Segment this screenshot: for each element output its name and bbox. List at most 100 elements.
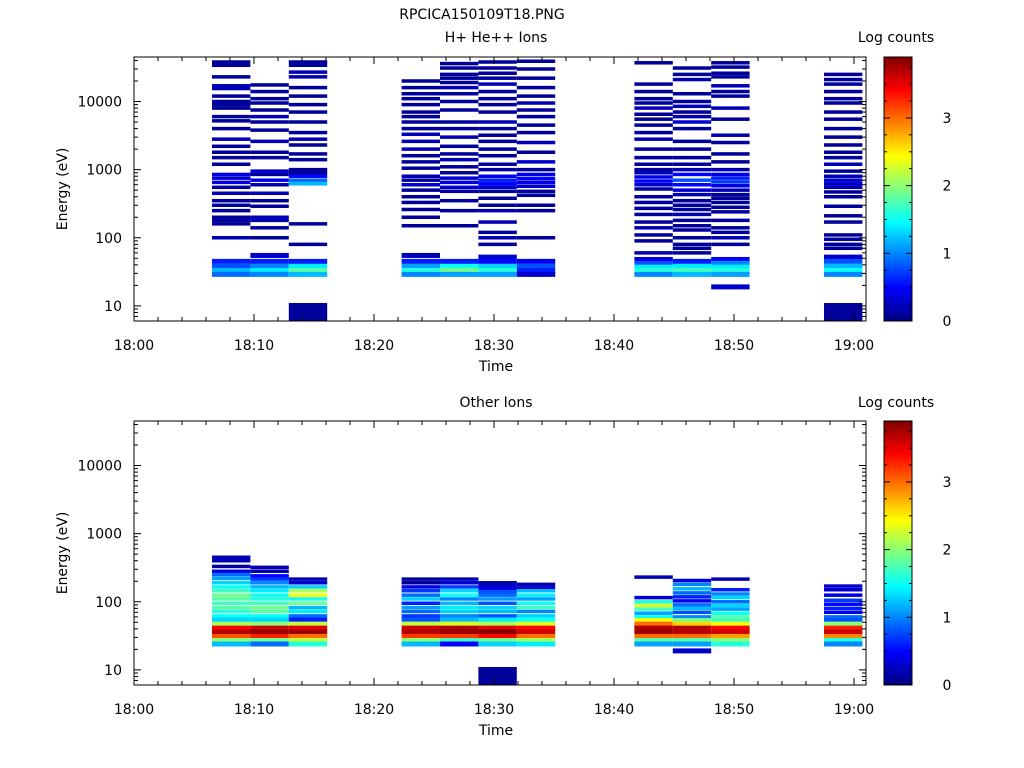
heatmap-cell — [250, 589, 289, 593]
heatmap-cell — [824, 629, 863, 635]
heatmap-cell — [401, 641, 440, 647]
x-tick-label: 18:10 — [234, 338, 274, 354]
heatmap-cell — [516, 633, 556, 639]
heatmap-cell — [250, 150, 289, 154]
heatmap-cell — [250, 114, 289, 119]
heatmap-cell — [478, 242, 517, 247]
heatmap-cell — [401, 178, 440, 182]
heatmap-cell — [250, 263, 289, 269]
heatmap-cell — [711, 65, 750, 69]
heatmap-cell — [250, 638, 289, 643]
heatmap-cell — [401, 629, 440, 635]
heatmap-cell — [478, 110, 517, 114]
heatmap-cell — [401, 215, 440, 219]
heatmap-cell — [250, 581, 289, 585]
colorbar-tick-label: 1 — [943, 246, 952, 262]
x-tick-label: 19:00 — [834, 702, 874, 718]
heatmap-cell — [401, 609, 440, 614]
heatmap-cell — [824, 135, 863, 139]
heatmap-cell — [478, 617, 517, 623]
heatmap-cell — [478, 614, 517, 618]
heatmap-cell — [824, 233, 863, 237]
heatmap-cell — [212, 176, 251, 180]
plot-border — [133, 420, 867, 686]
heatmap-cell — [672, 242, 712, 247]
heatmap-cell — [634, 271, 673, 277]
heatmap-cell — [824, 606, 863, 611]
heatmap-cell — [672, 147, 712, 151]
heatmap-cell — [212, 609, 251, 614]
heatmap-cell — [212, 263, 251, 269]
heatmap-cell — [440, 629, 479, 635]
heatmap-cell — [212, 222, 251, 226]
heatmap-cell — [711, 611, 750, 615]
heatmap-cell — [634, 239, 673, 243]
heatmap-cell — [516, 601, 556, 606]
heatmap-cell — [824, 117, 863, 121]
heatmap-cell — [401, 597, 440, 601]
heatmap-cell — [711, 603, 750, 608]
heatmap-cell — [440, 641, 479, 647]
heatmap-cell — [711, 94, 750, 98]
heatmap-cell — [401, 585, 440, 589]
heatmap-cell — [634, 117, 673, 121]
heatmap-cell — [288, 621, 328, 627]
heatmap-cell — [212, 144, 251, 149]
heatmap-cell — [824, 263, 863, 269]
heatmap-cell — [401, 102, 440, 107]
heatmap-cell — [288, 593, 328, 597]
heatmap-cell — [288, 60, 328, 64]
heatmap-cell — [250, 565, 289, 570]
heatmap-cell — [478, 590, 517, 594]
heatmap-cell — [516, 160, 556, 164]
figure-title: RPCICA150109T18.PNG — [399, 7, 564, 23]
heatmap-cell — [711, 629, 750, 635]
heatmap-cell — [478, 271, 517, 277]
heatmap-cell — [478, 208, 517, 213]
colorbar-label-bottom: Log counts — [858, 395, 934, 411]
heatmap-cell — [711, 268, 750, 274]
heatmap-cell — [440, 609, 479, 614]
heatmap-cell — [516, 614, 556, 618]
heatmap-cell — [672, 66, 712, 70]
heatmap-cell — [824, 633, 863, 639]
heatmap-cell — [250, 271, 289, 277]
heatmap-cell — [478, 139, 517, 144]
heatmap-cell — [288, 258, 328, 264]
heatmap-cell — [634, 106, 673, 110]
heatmap-cell — [711, 588, 750, 592]
heatmap-cell — [634, 220, 673, 224]
heatmap-cell — [250, 236, 289, 240]
x-axis-label-top: Time — [478, 359, 513, 375]
heatmap-cell — [634, 260, 673, 266]
heatmap-cell — [478, 82, 517, 86]
heatmap-cell — [672, 218, 712, 223]
heatmap-cell — [516, 268, 556, 274]
heatmap-cell — [672, 114, 712, 119]
heatmap-cell — [250, 621, 289, 627]
heatmap-cell — [440, 91, 479, 96]
heatmap-cell — [401, 633, 440, 639]
heatmap-cell — [516, 208, 556, 213]
colorbar-tick-label: 0 — [943, 314, 952, 330]
heatmap-cell — [634, 264, 673, 270]
heatmap-cell — [672, 188, 712, 192]
heatmap-cell — [288, 638, 328, 643]
heatmap-cell — [672, 610, 712, 615]
heatmap-cell — [250, 89, 289, 94]
heatmap-cell — [672, 228, 712, 232]
heatmap-cell — [478, 641, 517, 647]
heatmap-cell — [516, 114, 556, 119]
x-tick-label: 18:10 — [234, 702, 274, 718]
heatmap-cell — [711, 607, 750, 611]
heatmap-cell — [250, 155, 289, 160]
x-tick-label: 18:30 — [474, 338, 514, 354]
heatmap-cell — [824, 254, 863, 260]
heatmap-cell — [212, 126, 251, 131]
heatmap-cell — [634, 61, 673, 65]
heatmap-cell — [288, 178, 328, 182]
heatmap-cell — [824, 588, 863, 592]
heatmap-cell — [401, 85, 440, 90]
colorbar-bottom: 0 1 2 3 — [883, 420, 951, 694]
heatmap-cell — [634, 200, 673, 205]
